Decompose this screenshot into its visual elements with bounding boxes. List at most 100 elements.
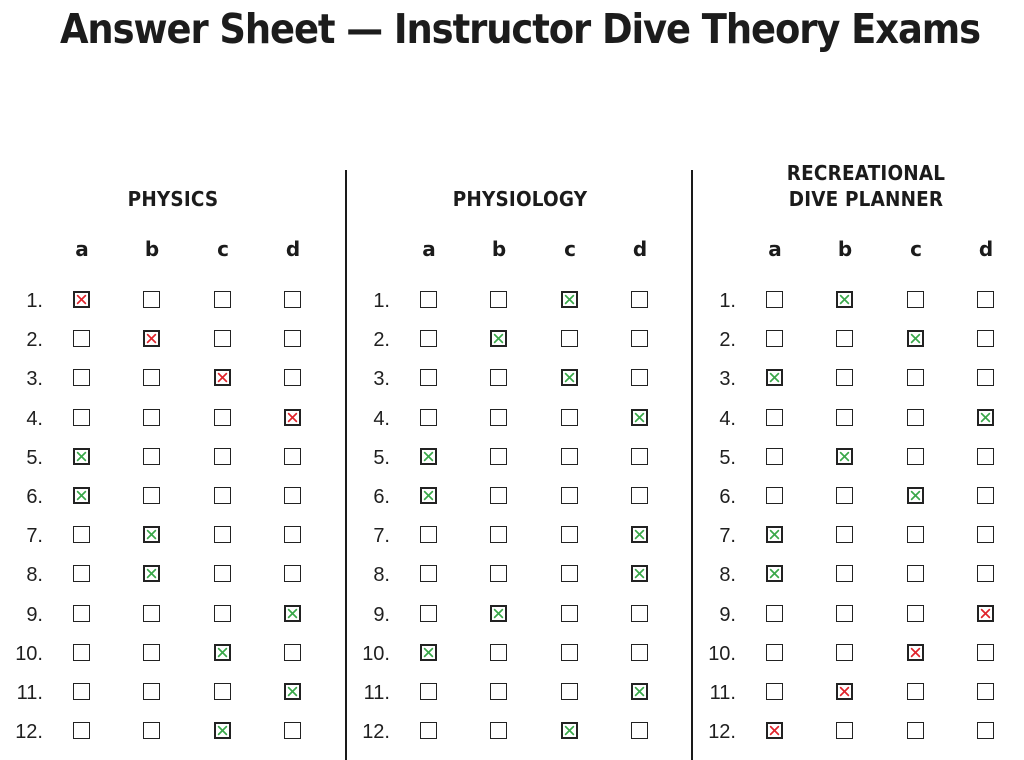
answer-checkbox-d[interactable]	[631, 526, 648, 544]
answer-checkbox-a[interactable]	[420, 330, 437, 348]
answer-checkbox-c[interactable]	[561, 408, 578, 426]
answer-checkbox-a[interactable]	[420, 643, 437, 661]
answer-checkbox-c[interactable]	[907, 526, 924, 544]
answer-checkbox-d[interactable]	[631, 408, 648, 426]
answer-checkbox-b[interactable]	[490, 526, 507, 544]
answer-checkbox-a[interactable]	[766, 408, 783, 426]
answer-checkbox-c[interactable]	[214, 565, 231, 583]
answer-checkbox-b[interactable]	[836, 604, 853, 622]
answer-checkbox-d[interactable]	[631, 683, 648, 700]
answer-checkbox-a[interactable]	[73, 722, 90, 740]
answer-checkbox-a[interactable]	[420, 291, 437, 308]
answer-checkbox-b[interactable]	[143, 330, 160, 348]
answer-checkbox-a[interactable]	[766, 330, 783, 348]
answer-checkbox-b[interactable]	[836, 487, 853, 504]
answer-checkbox-b[interactable]	[490, 643, 507, 661]
answer-checkbox-a[interactable]	[766, 487, 783, 504]
answer-checkbox-b[interactable]	[143, 369, 160, 387]
answer-checkbox-d[interactable]	[631, 722, 648, 740]
answer-checkbox-b[interactable]	[143, 447, 160, 465]
answer-checkbox-a[interactable]	[766, 604, 783, 622]
answer-checkbox-b[interactable]	[490, 722, 507, 740]
answer-checkbox-a[interactable]	[766, 722, 783, 740]
answer-checkbox-b[interactable]	[143, 722, 160, 740]
answer-checkbox-d[interactable]	[977, 447, 994, 465]
answer-checkbox-c[interactable]	[561, 683, 578, 700]
answer-checkbox-b[interactable]	[836, 447, 853, 465]
answer-checkbox-a[interactable]	[420, 604, 437, 622]
answer-checkbox-a[interactable]	[73, 683, 90, 700]
answer-checkbox-d[interactable]	[284, 643, 301, 661]
answer-checkbox-d[interactable]	[284, 565, 301, 583]
answer-checkbox-c[interactable]	[214, 683, 231, 700]
answer-checkbox-b[interactable]	[143, 408, 160, 426]
answer-checkbox-b[interactable]	[836, 408, 853, 426]
answer-checkbox-c[interactable]	[214, 291, 231, 308]
answer-checkbox-a[interactable]	[420, 722, 437, 740]
answer-checkbox-c[interactable]	[561, 526, 578, 544]
answer-checkbox-a[interactable]	[73, 330, 90, 348]
answer-checkbox-a[interactable]	[420, 369, 437, 387]
answer-checkbox-b[interactable]	[490, 408, 507, 426]
answer-checkbox-c[interactable]	[907, 683, 924, 700]
answer-checkbox-c[interactable]	[907, 604, 924, 622]
answer-checkbox-a[interactable]	[73, 526, 90, 544]
answer-checkbox-b[interactable]	[490, 487, 507, 504]
answer-checkbox-c[interactable]	[214, 487, 231, 504]
answer-checkbox-c[interactable]	[214, 369, 231, 387]
answer-checkbox-c[interactable]	[907, 291, 924, 308]
answer-checkbox-a[interactable]	[73, 643, 90, 661]
answer-checkbox-b[interactable]	[836, 643, 853, 661]
answer-checkbox-d[interactable]	[977, 683, 994, 700]
answer-checkbox-c[interactable]	[561, 369, 578, 387]
answer-checkbox-d[interactable]	[631, 330, 648, 348]
answer-checkbox-a[interactable]	[420, 408, 437, 426]
answer-checkbox-d[interactable]	[977, 408, 994, 426]
answer-checkbox-d[interactable]	[631, 447, 648, 465]
answer-checkbox-b[interactable]	[143, 526, 160, 544]
answer-checkbox-a[interactable]	[73, 447, 90, 465]
answer-checkbox-b[interactable]	[490, 604, 507, 622]
answer-checkbox-a[interactable]	[766, 369, 783, 387]
answer-checkbox-b[interactable]	[143, 604, 160, 622]
answer-checkbox-d[interactable]	[977, 291, 994, 308]
answer-checkbox-b[interactable]	[490, 447, 507, 465]
answer-checkbox-c[interactable]	[907, 487, 924, 504]
answer-checkbox-a[interactable]	[73, 487, 90, 504]
answer-checkbox-c[interactable]	[214, 643, 231, 661]
answer-checkbox-b[interactable]	[836, 291, 853, 308]
answer-checkbox-b[interactable]	[143, 683, 160, 700]
answer-checkbox-d[interactable]	[631, 643, 648, 661]
answer-checkbox-c[interactable]	[907, 447, 924, 465]
answer-checkbox-c[interactable]	[561, 291, 578, 308]
answer-checkbox-c[interactable]	[561, 565, 578, 583]
answer-checkbox-b[interactable]	[490, 369, 507, 387]
answer-checkbox-c[interactable]	[561, 643, 578, 661]
answer-checkbox-d[interactable]	[977, 722, 994, 740]
answer-checkbox-c[interactable]	[907, 643, 924, 661]
answer-checkbox-a[interactable]	[420, 565, 437, 583]
answer-checkbox-a[interactable]	[420, 487, 437, 504]
answer-checkbox-c[interactable]	[907, 722, 924, 740]
answer-checkbox-d[interactable]	[631, 487, 648, 504]
answer-checkbox-d[interactable]	[977, 526, 994, 544]
answer-checkbox-d[interactable]	[977, 330, 994, 348]
answer-checkbox-d[interactable]	[284, 487, 301, 504]
answer-checkbox-c[interactable]	[561, 487, 578, 504]
answer-checkbox-d[interactable]	[284, 408, 301, 426]
answer-checkbox-c[interactable]	[214, 330, 231, 348]
answer-checkbox-b[interactable]	[836, 565, 853, 583]
answer-checkbox-c[interactable]	[214, 408, 231, 426]
answer-checkbox-d[interactable]	[977, 369, 994, 387]
answer-checkbox-a[interactable]	[766, 643, 783, 661]
answer-checkbox-a[interactable]	[73, 291, 90, 308]
answer-checkbox-d[interactable]	[284, 722, 301, 740]
answer-checkbox-c[interactable]	[561, 604, 578, 622]
answer-checkbox-c[interactable]	[561, 330, 578, 348]
answer-checkbox-b[interactable]	[836, 526, 853, 544]
answer-checkbox-c[interactable]	[561, 447, 578, 465]
answer-checkbox-c[interactable]	[907, 369, 924, 387]
answer-checkbox-a[interactable]	[73, 369, 90, 387]
answer-checkbox-b[interactable]	[836, 330, 853, 348]
answer-checkbox-b[interactable]	[836, 369, 853, 387]
